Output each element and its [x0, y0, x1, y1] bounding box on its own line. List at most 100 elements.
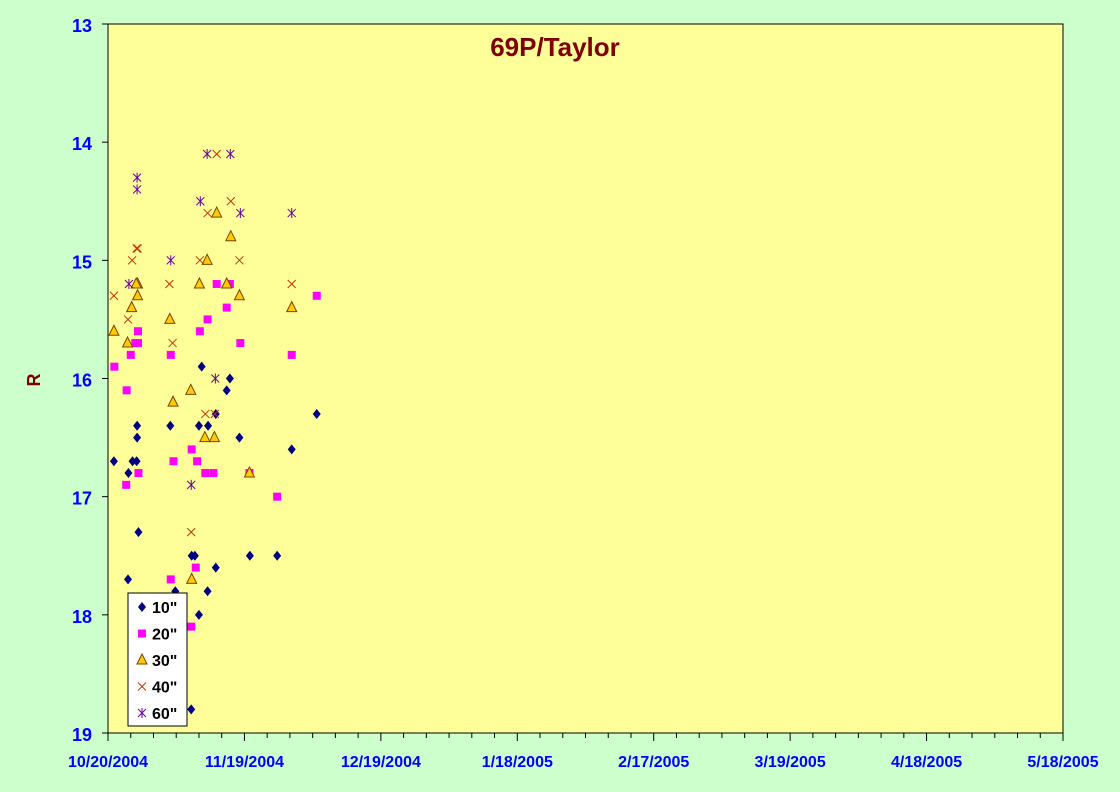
data-point [121, 335, 134, 348]
data-point [127, 255, 137, 265]
data-point [166, 575, 175, 584]
data-point [203, 315, 212, 324]
plot-area [107, 23, 1064, 734]
data-point [124, 574, 133, 585]
x-tick-label: 3/19/2005 [755, 754, 826, 771]
data-point [184, 383, 197, 395]
x-tick-label: 12/19/2004 [341, 754, 421, 771]
data-point [109, 291, 119, 301]
data-point [312, 408, 321, 419]
legend: 10" 20" 30" 40" 60" [127, 592, 188, 727]
data-point [226, 196, 236, 206]
data-point [287, 350, 296, 359]
y-tick-label: 17 [72, 489, 92, 509]
y-axis-label: R [24, 374, 44, 387]
data-point [191, 563, 200, 572]
y-tick-label: 15 [72, 252, 92, 272]
data-point [245, 550, 254, 561]
data-point [195, 255, 205, 265]
data-point [208, 430, 221, 443]
data-point [199, 430, 211, 443]
legend-marker [137, 682, 147, 691]
data-point [187, 704, 196, 715]
legend-marker [138, 629, 146, 638]
legend-label: 10" [152, 600, 177, 617]
legend-marker [137, 708, 147, 718]
data-point [235, 208, 245, 219]
series-1 [110, 279, 321, 631]
legend-label: 40" [152, 680, 177, 697]
data-point [225, 148, 235, 159]
legend-label: 30" [152, 653, 177, 670]
data-point [201, 253, 213, 265]
y-tick-label: 18 [72, 607, 92, 627]
data-point [122, 480, 131, 489]
data-point [312, 291, 321, 300]
data-point [187, 622, 196, 631]
data-point [210, 205, 223, 218]
data-point [110, 362, 119, 371]
data-point [131, 339, 140, 348]
data-point [167, 395, 179, 407]
data-point [235, 432, 244, 443]
data-point [236, 339, 245, 348]
x-axis-ticks: 10/20/2004 11/19/2004 12/19/2004 1/18/2005 2… [68, 733, 1099, 771]
data-point [195, 327, 204, 336]
x-tick-label: 2/17/2005 [618, 754, 689, 771]
data-point [209, 469, 218, 478]
data-point [222, 303, 231, 312]
data-point [273, 492, 282, 501]
data-point [130, 276, 143, 289]
legend-box [127, 592, 188, 727]
data-point [164, 312, 176, 324]
data-point [124, 278, 134, 289]
data-point [187, 445, 196, 454]
y-tick-label: 16 [72, 371, 92, 391]
data-point [134, 527, 143, 538]
data-point [222, 385, 231, 396]
data-point [220, 276, 233, 289]
data-point [132, 244, 142, 253]
data-point [287, 279, 297, 289]
series-2 [108, 205, 298, 584]
data-point [168, 338, 177, 348]
data-point [225, 373, 234, 384]
data-point [287, 208, 297, 219]
data-point [233, 288, 246, 301]
data-point [243, 465, 256, 478]
data-point [133, 432, 142, 443]
data-point [186, 527, 196, 537]
y-tick-label: 19 [72, 725, 92, 745]
data-point [210, 409, 220, 419]
data-point [132, 456, 141, 467]
data-point [224, 229, 237, 242]
data-point [123, 315, 133, 324]
y-tick-label: 14 [72, 134, 92, 154]
data-point [128, 456, 137, 467]
legend-label: 60" [152, 706, 177, 723]
y-tick-label: 13 [72, 16, 92, 36]
data-point [169, 457, 178, 466]
data-point [132, 184, 142, 195]
data-point [166, 350, 175, 359]
data-point [273, 550, 282, 561]
data-point [185, 572, 198, 584]
data-point [194, 420, 203, 431]
data-point [210, 373, 220, 384]
series-3 [109, 149, 297, 537]
data-point [166, 420, 175, 431]
data-point [187, 550, 196, 561]
legend-marker [138, 602, 146, 612]
x-tick-label: 11/19/2004 [205, 754, 284, 771]
data-point [201, 469, 210, 478]
data-point [204, 420, 213, 431]
data-point [212, 279, 221, 288]
data-point [193, 276, 206, 289]
data-point [200, 409, 210, 419]
data-point [202, 148, 212, 159]
data-point [109, 456, 118, 467]
data-point [133, 420, 142, 431]
series-4 [124, 148, 297, 490]
data-point [134, 469, 143, 478]
x-tick-label: 5/18/2005 [1027, 754, 1098, 771]
